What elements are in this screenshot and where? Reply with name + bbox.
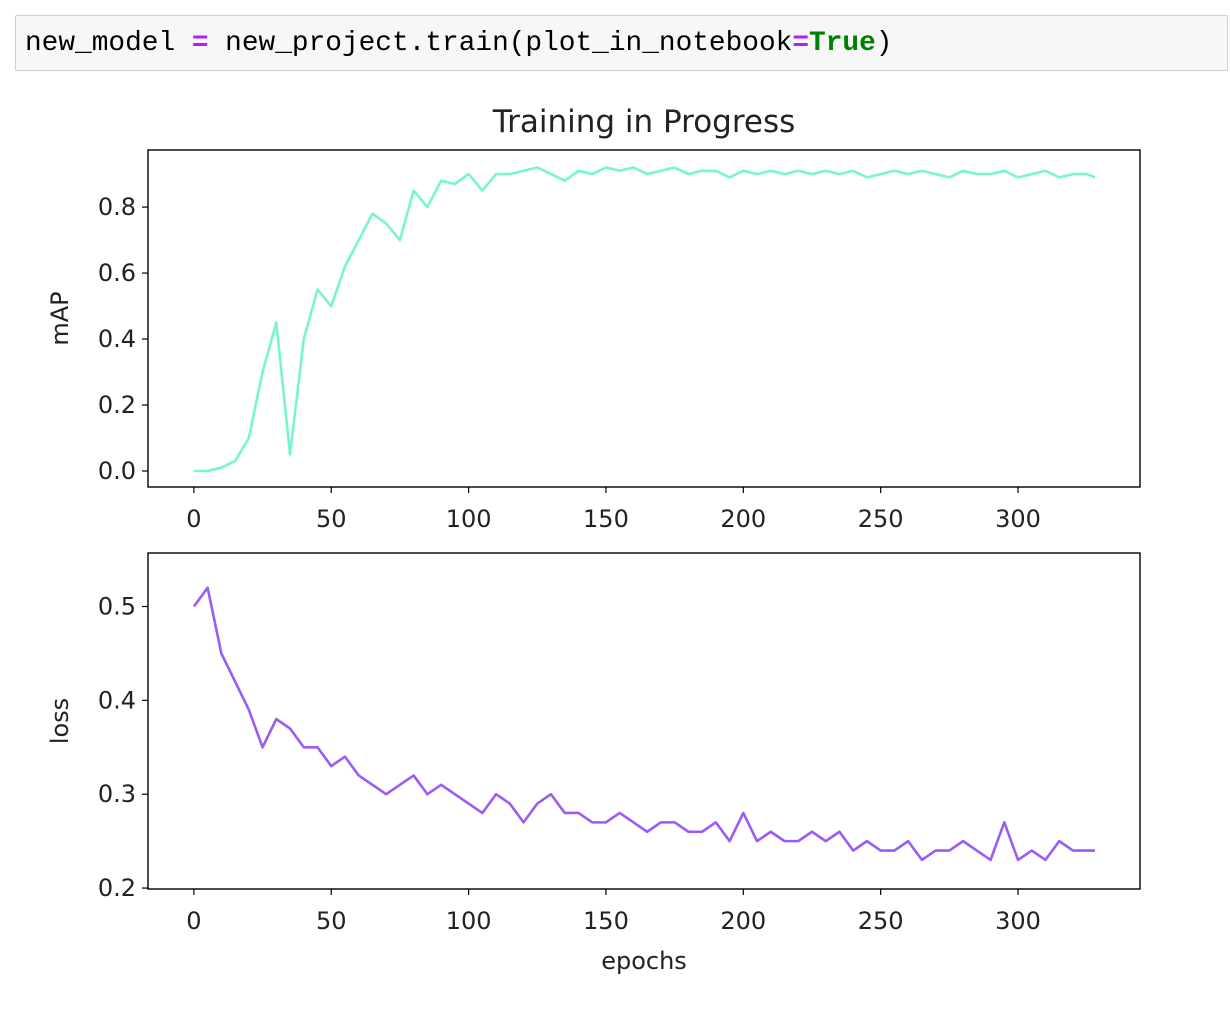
x-tick-label: 300 (995, 907, 1041, 935)
code: new_model = new_project.train(plot_in_no… (25, 28, 892, 60)
y-tick-label: 0.0 (98, 457, 136, 485)
y-tick-label: 0.5 (98, 592, 136, 620)
x-tick-label: 0 (186, 505, 201, 533)
code-token: new_project.train(plot_in_notebook (208, 28, 793, 59)
y-tick-label: 0.6 (98, 259, 136, 287)
x-tick-label: 300 (995, 505, 1041, 533)
x-tick-label: 150 (583, 907, 629, 935)
y-axis-label: loss (46, 698, 74, 744)
code-cell[interactable]: new_model = new_project.train(plot_in_no… (15, 15, 1228, 71)
x-tick-label: 100 (446, 907, 492, 935)
code-token: new_model (25, 28, 192, 59)
y-tick-label: 0.4 (98, 686, 136, 714)
x-tick-label: 200 (720, 505, 766, 533)
y-tick-label: 0.8 (98, 193, 136, 221)
y-tick-label: 0.4 (98, 325, 136, 353)
y-tick-label: 0.2 (98, 874, 136, 902)
y-tick-label: 0.3 (98, 780, 136, 808)
x-tick-label: 50 (316, 505, 347, 533)
y-axis-label: mAP (46, 291, 74, 345)
x-tick-label: 200 (720, 907, 766, 935)
code-operator: = (792, 28, 810, 59)
x-tick-label: 250 (858, 907, 904, 935)
data-line (192, 586, 1095, 862)
x-tick-label: 250 (858, 505, 904, 533)
x-tick-label: 0 (186, 907, 201, 935)
x-tick-label: 100 (446, 505, 492, 533)
code-token: ) (875, 28, 893, 59)
x-axis-label: epochs (601, 947, 687, 975)
plot-area (147, 552, 1141, 890)
x-tick-label: 50 (316, 907, 347, 935)
x-tick-label: 150 (583, 505, 629, 533)
code-keyword: True (809, 28, 876, 59)
code-operator: = (191, 28, 209, 59)
chart-title: Training in Progress (492, 104, 796, 140)
y-tick-label: 0.2 (98, 391, 136, 419)
data-line (193, 166, 1096, 473)
plot-area (147, 149, 1141, 488)
